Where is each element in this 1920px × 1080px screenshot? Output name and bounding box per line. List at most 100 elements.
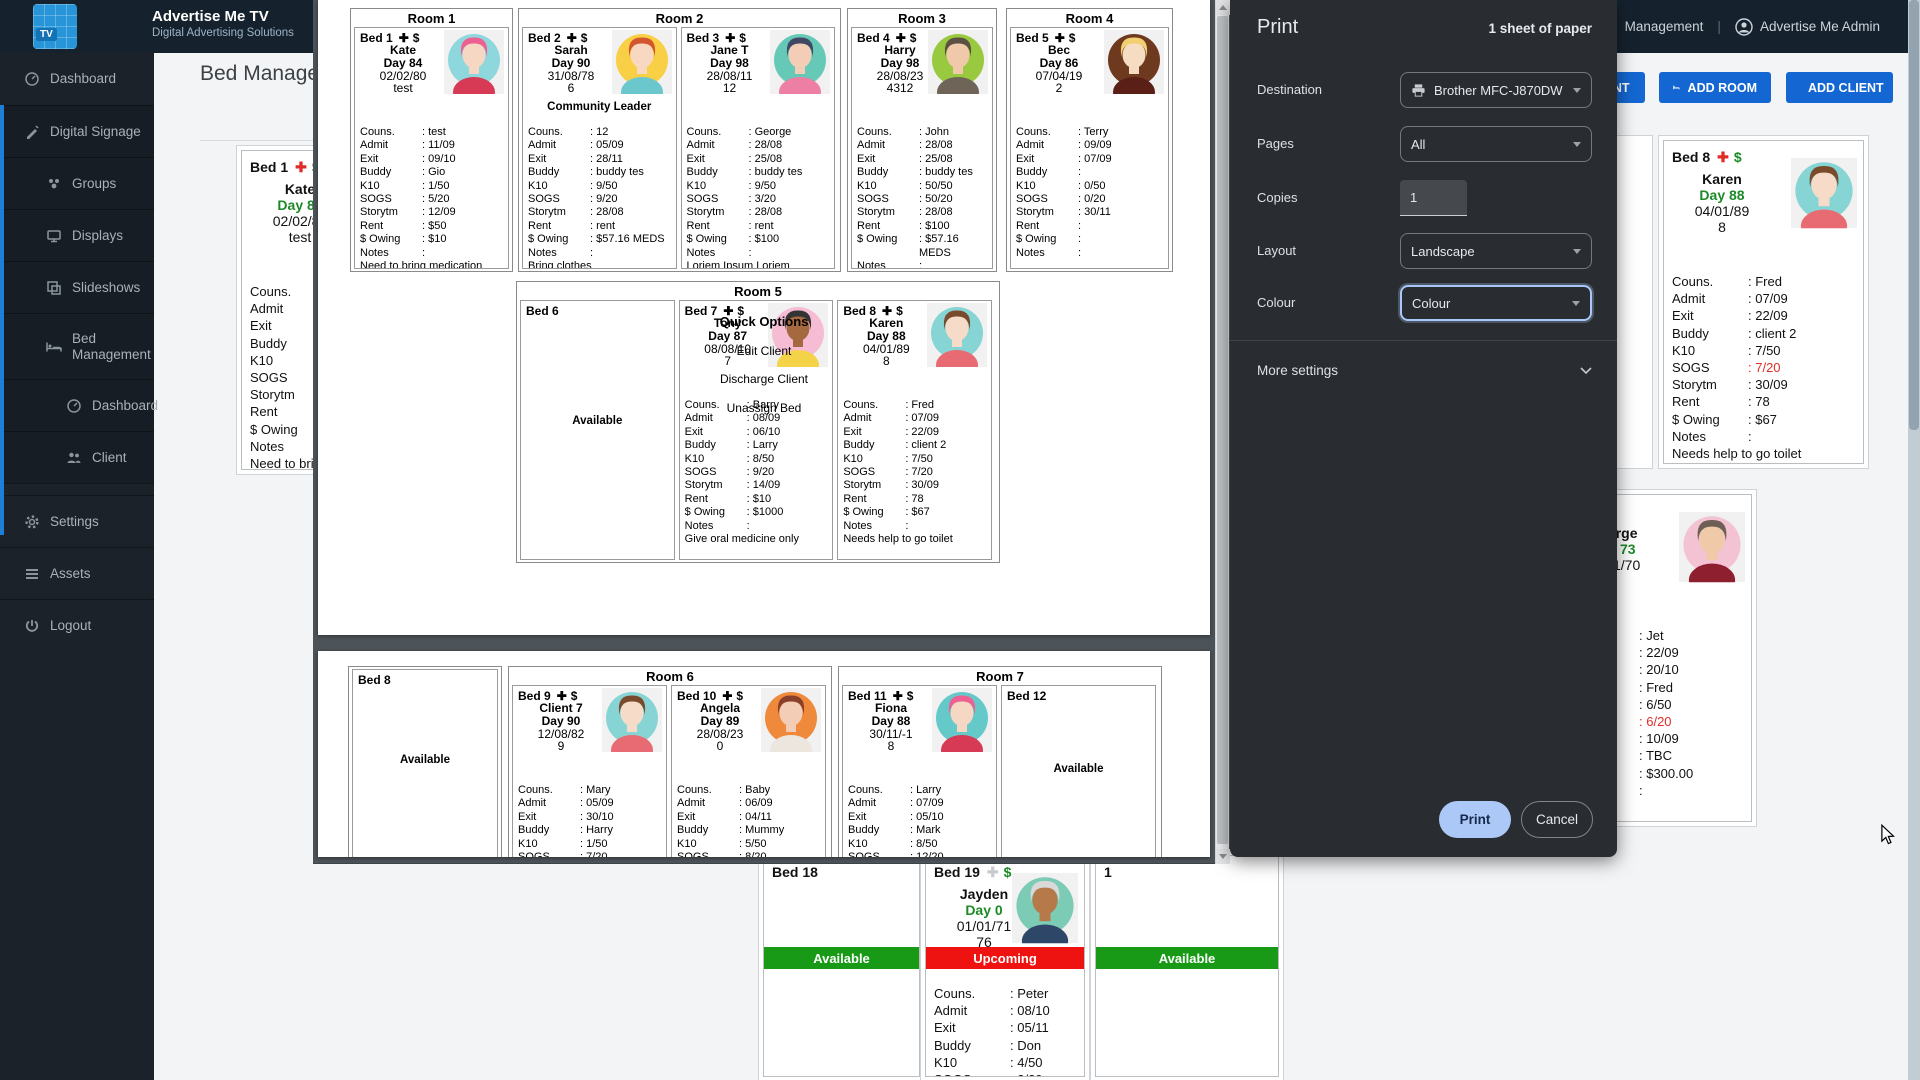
sidebar-item-bed-management[interactable]: Bed Management [0, 313, 154, 379]
bed-card: Bed 8 Available [352, 669, 498, 857]
sidebar-item-settings[interactable]: Settings [0, 495, 154, 547]
room-box: Room 7 Bed 11 ✚ $ Fiona Day 88 30/11/-1 8 Couns.… [838, 666, 1162, 857]
bed-card-wrapper: Bed 18 Available [758, 850, 925, 1080]
sidebar-item-label: Assets [50, 565, 91, 581]
sidebar-item-digital-signage[interactable]: Digital Signage [0, 105, 154, 157]
bed-card[interactable]: 1 Available [1095, 855, 1279, 1077]
colour-label: Colour [1257, 295, 1296, 310]
client-detail-rows: Couns.: Mary Admit: 05/09 Exit: 30/10 Buddy… [518, 784, 614, 857]
bed-label: Bed 8 ✚ $ [1672, 149, 1742, 165]
sidebar-item-client[interactable]: Client [0, 431, 154, 483]
sidebar-item-slideshows[interactable]: Slideshows [0, 261, 154, 313]
layout-select[interactable]: Landscape [1400, 233, 1592, 269]
client-avatar [926, 303, 988, 367]
money-icon: $ [906, 689, 914, 703]
beds-row: Bed 9 ✚ $ Client 7 Day 90 12/08/82 9 Couns.: Ma… [511, 685, 829, 857]
window-scrollbar[interactable] [1908, 0, 1920, 1080]
copies-input[interactable] [1400, 180, 1467, 216]
context-menu-item[interactable]: Quick Options [719, 314, 809, 329]
cancel-button[interactable]: Cancel [1521, 801, 1593, 838]
available-label: Available [1053, 762, 1104, 775]
bed-icon [46, 339, 62, 355]
client-summary: Kate Day 84 02/02/80 test [379, 43, 427, 96]
scroll-up-button[interactable] [1216, 0, 1230, 15]
client-detail-rows: Couns.: Fred Admit: 07/09 Exit: 22/09 Buddy… [843, 399, 953, 546]
destination-value: Brother MFC-J870DW Pr [1434, 82, 1565, 98]
bed-card: Bed 4 ✚ $ Harry Day 98 28/08/23 4312 Couns.: Jo… [851, 27, 993, 269]
sidebar-item-displays[interactable]: Displays [0, 209, 154, 261]
destination-select[interactable]: Brother MFC-J870DW Pr [1400, 72, 1592, 108]
medical-icon: ✚ [566, 31, 577, 45]
user-menu[interactable]: Advertise Me Admin [1735, 17, 1880, 36]
money-icon: $ [580, 31, 588, 45]
window-scrollbar-thumb[interactable] [1909, 0, 1919, 430]
settings-icon [24, 514, 40, 530]
bed-card[interactable]: Bed 18 Available [763, 855, 920, 1077]
client-detail-rows: Couns.: John Admit: 28/08 Exit: 25/08 Buddy… [857, 126, 973, 269]
print-confirm-button[interactable]: Print [1439, 801, 1511, 838]
mouse-cursor [1881, 824, 1895, 845]
context-menu-item[interactable]: Discharge Client [719, 372, 809, 386]
bed-card-wrapper: 1 Available [1090, 850, 1284, 1080]
beds-row: Bed 8 Available [351, 669, 499, 857]
sidebar-item-label: Digital Signage [50, 123, 141, 139]
displays-icon [46, 228, 62, 244]
sidebar-item-assets[interactable]: Assets [0, 547, 154, 599]
beds-row: Bed 4 ✚ $ Harry Day 98 28/08/23 4312 Couns.: Jo… [850, 27, 994, 269]
medical-icon: ✚ [725, 31, 736, 45]
context-menu-item[interactable]: Unassign Bed [726, 400, 802, 415]
client-summary: Angela Day 89 28/08/23 0 [696, 701, 744, 754]
sidebar-item-dashboard[interactable]: Dashboard [0, 379, 158, 431]
more-settings-toggle[interactable]: More settings [1230, 340, 1617, 378]
user-name: Advertise Me Admin [1759, 19, 1880, 34]
client-summary: Fiona Day 88 30/11/-1 8 [869, 701, 913, 754]
sidebar-item-groups[interactable]: Groups [0, 157, 154, 209]
bed-label: Bed 7 ✚ $ [684, 304, 745, 318]
beds-row: Bed 6 Available Bed 7 ✚ $ Tony Day 87 08/08/10 7… [519, 300, 997, 560]
sidebar: Dashboard Digital Signage Groups Displays Sl… [0, 53, 158, 1080]
sidebar-item-label: Logout [50, 617, 92, 633]
money-icon: $ [1003, 864, 1012, 880]
signage-icon [24, 124, 40, 140]
bed-icon [1673, 85, 1680, 90]
bed-card[interactable]: Bed 19 ✚ $ Jayden Day 0 01/01/71 76 Upcoming Cou… [925, 855, 1085, 1077]
client-avatar [1103, 30, 1165, 94]
sidebar-item-label: Dashboard [92, 397, 159, 413]
client-avatar [601, 688, 663, 752]
print-dialog: Print 1 sheet of paper Destination Broth… [1230, 0, 1617, 857]
client-summary: Karen Day 88 04/01/89 8 [1694, 171, 1750, 235]
preview-scrollbar[interactable] [1215, 0, 1230, 864]
money-icon: $ [412, 31, 420, 45]
bed-label: Bed 11 ✚ $ [848, 689, 914, 703]
dashboard-icon [66, 398, 82, 414]
user-icon [1735, 17, 1753, 36]
bed-card-wrapper: Bed 8 ✚ $ Karen Day 88 04/01/89 8 Couns.: Fred A… [1658, 135, 1869, 469]
sidebar-active-indicator [0, 105, 4, 535]
pages-select[interactable]: All [1400, 126, 1592, 162]
room-title: Room 1 [407, 11, 456, 26]
client-role-label: Community Leader [547, 101, 652, 113]
sidebar-item-logout[interactable]: Logout [0, 599, 154, 651]
scroll-down-button[interactable] [1216, 849, 1230, 864]
money-icon: $ [1068, 31, 1076, 45]
toolbar-addclient-wrap: ADD CLIENT [1786, 72, 1893, 103]
room-box: Bed 8 Available [348, 666, 502, 857]
colour-select[interactable]: Colour [1400, 285, 1592, 321]
bed-label: Bed 5 ✚ $ [1016, 31, 1076, 45]
nav-management[interactable]: Management [1624, 19, 1704, 34]
app-logo[interactable]: TV [33, 4, 77, 49]
add-room-button[interactable]: ADD ROOM [1659, 72, 1771, 103]
bed-card: Bed 6 Available [520, 300, 675, 560]
logo-text: TV [36, 28, 57, 41]
sidebar-item-dashboard[interactable]: Dashboard [0, 53, 154, 105]
sidebar-item-label: Groups [72, 175, 117, 191]
context-menu: Quick Options Edit Client Discharge Client… [678, 308, 850, 422]
client-detail-rows: Couns.: Baby Admit: 06/09 Exit: 04/11 Buddy… [677, 784, 785, 857]
available-label: Available [399, 753, 451, 766]
context-menu-item[interactable]: Edit Client [736, 343, 792, 358]
colour-value: Colour [1412, 295, 1451, 311]
status-bar: Available [764, 947, 919, 969]
preview-scrollbar-thumb[interactable] [1217, 16, 1228, 844]
add-client-button[interactable]: ADD CLIENT [1786, 72, 1893, 103]
bed-card[interactable]: Bed 8 ✚ $ Karen Day 88 04/01/89 8 Couns.: Fred A… [1663, 140, 1864, 464]
